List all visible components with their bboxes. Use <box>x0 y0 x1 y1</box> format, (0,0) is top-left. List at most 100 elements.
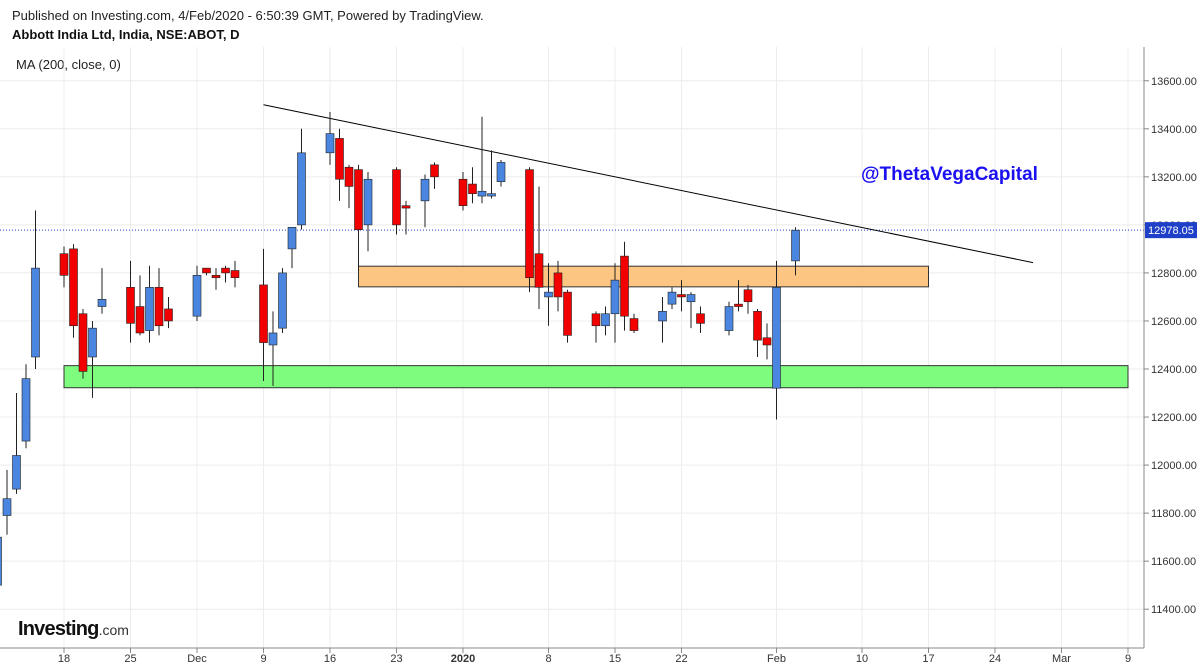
candle[interactable] <box>192 265 202 321</box>
candle-body <box>221 267 230 274</box>
candle[interactable] <box>620 241 629 331</box>
candle-body <box>297 152 306 226</box>
candle[interactable] <box>59 246 69 288</box>
candle[interactable] <box>563 289 572 343</box>
candle-body <box>164 308 173 322</box>
candle-body <box>553 272 563 298</box>
candle[interactable] <box>658 296 667 343</box>
candle[interactable] <box>420 174 430 228</box>
candle[interactable] <box>743 284 753 314</box>
candle[interactable] <box>221 265 230 283</box>
candle[interactable] <box>667 287 677 309</box>
candle[interactable] <box>126 260 135 343</box>
candle[interactable] <box>21 364 31 449</box>
candle[interactable] <box>297 128 306 230</box>
candle-body <box>534 253 544 288</box>
candle[interactable] <box>468 167 477 204</box>
candle-body <box>268 332 278 346</box>
candle[interactable] <box>259 248 268 382</box>
candle[interactable] <box>458 172 468 211</box>
candle-body <box>135 306 145 334</box>
candle-body <box>335 138 344 180</box>
candle[interactable] <box>734 280 743 312</box>
candle[interactable] <box>325 111 335 165</box>
trendline[interactable] <box>263 104 1034 264</box>
candle-body <box>677 294 686 298</box>
candle[interactable] <box>430 162 439 189</box>
candle-body <box>344 166 354 187</box>
candle[interactable] <box>88 320 97 398</box>
trendline-layer[interactable] <box>263 104 1034 264</box>
candle[interactable] <box>724 301 734 336</box>
candle-body <box>97 299 107 307</box>
candle[interactable] <box>135 275 145 336</box>
candle[interactable] <box>791 227 800 276</box>
candle[interactable] <box>0 518 2 619</box>
candle[interactable] <box>696 306 705 333</box>
candle[interactable] <box>601 306 610 336</box>
candle-body <box>762 337 772 346</box>
x-tick-label: Dec <box>187 653 207 665</box>
candle-body <box>629 318 639 331</box>
candle[interactable] <box>69 244 78 338</box>
candle-body <box>601 313 610 327</box>
candle[interactable] <box>677 280 686 312</box>
candle[interactable] <box>2 469 12 535</box>
y-tick-label: 11600.00 <box>1151 556 1196 568</box>
zone-layer <box>63 265 1129 389</box>
candle[interactable] <box>762 323 772 360</box>
candle[interactable] <box>553 260 563 312</box>
watermark-handle: @ThetaVegaCapital <box>861 164 1038 185</box>
candle[interactable] <box>145 265 154 343</box>
candle[interactable] <box>753 308 762 357</box>
candle[interactable] <box>154 268 164 336</box>
candle-body <box>278 272 287 329</box>
candle[interactable] <box>392 167 401 235</box>
candle-body <box>154 287 164 327</box>
last-price-badge <box>1145 222 1197 239</box>
candle[interactable] <box>363 172 373 252</box>
candle[interactable] <box>78 308 88 379</box>
candle[interactable] <box>544 263 553 326</box>
candle-body <box>525 169 534 279</box>
candle[interactable] <box>591 311 601 343</box>
symbol-title: Abbott India Ltd, India, NSE:ABOT, D <box>12 27 240 42</box>
candle[interactable] <box>686 292 696 329</box>
support-zone[interactable] <box>63 365 1129 389</box>
candle[interactable] <box>202 267 211 276</box>
y-tick-label: 12800.00 <box>1151 268 1197 280</box>
candle[interactable] <box>31 210 40 369</box>
candle[interactable] <box>97 268 107 314</box>
candle-body <box>791 229 800 262</box>
candle[interactable] <box>164 296 173 329</box>
candle-body <box>145 287 154 331</box>
candle[interactable] <box>287 226 297 269</box>
x-tick-label: 18 <box>58 653 70 665</box>
candle[interactable] <box>772 260 781 420</box>
candle-body <box>0 536 2 586</box>
resistance-zone[interactable] <box>358 265 929 288</box>
indicator-label[interactable]: MA (200, close, 0) <box>16 57 121 72</box>
candle[interactable] <box>487 150 496 199</box>
candle[interactable] <box>211 268 221 290</box>
candle-body <box>591 313 601 327</box>
candle[interactable] <box>335 128 344 201</box>
x-tick-label: 22 <box>675 653 687 665</box>
candle[interactable] <box>629 313 639 333</box>
candle[interactable] <box>268 311 278 386</box>
candle[interactable] <box>278 268 287 333</box>
candle[interactable] <box>230 260 240 288</box>
candle[interactable] <box>12 393 21 494</box>
candle-body <box>458 178 468 206</box>
candle-body <box>658 311 667 322</box>
candle[interactable] <box>477 116 487 204</box>
candle[interactable] <box>534 186 544 309</box>
y-tick-label: 13200.00 <box>1151 172 1197 184</box>
candle[interactable] <box>401 200 411 235</box>
candle[interactable] <box>496 160 506 187</box>
candle[interactable] <box>354 164 363 271</box>
candle[interactable] <box>344 164 354 209</box>
candle[interactable] <box>610 263 620 343</box>
candle[interactable] <box>525 167 534 293</box>
